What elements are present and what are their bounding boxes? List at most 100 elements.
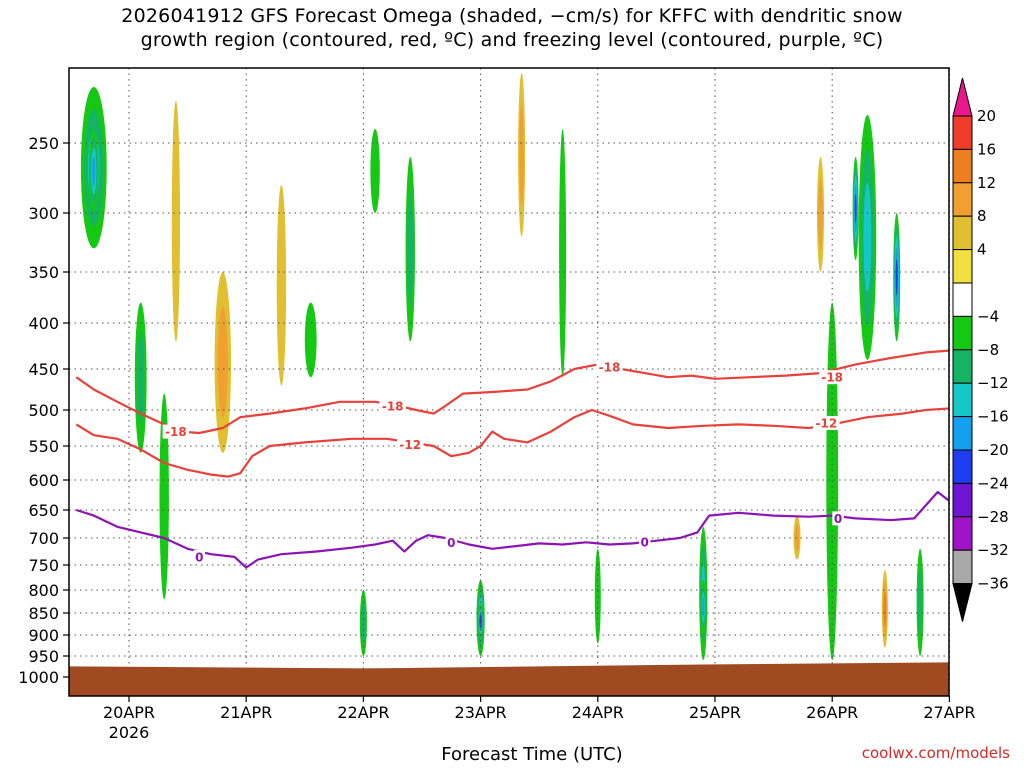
y-tick-label-500: 500 <box>28 401 59 420</box>
contour-label-bg-6 <box>193 549 206 564</box>
contour-labels: -18 -18 -18 -18 -12 -12 0 0 0 0 <box>162 360 846 564</box>
omega-feature-10-level-1 <box>407 192 414 306</box>
contour-dgz-minus18 <box>75 349 949 435</box>
colorbar-label-0: 20 <box>977 107 996 125</box>
contour-label-2: -18 <box>599 361 621 375</box>
colorbar-label-4: 4 <box>977 241 987 259</box>
contour-label-bg-2 <box>596 360 623 375</box>
omega-feature-4-level-0 <box>171 101 180 342</box>
y-tick-label-650: 650 <box>28 501 59 520</box>
x-tick-label-22APR: 22APR <box>337 703 389 722</box>
omega-feature-7-level-0 <box>304 302 317 378</box>
chart-title: 2026041912 GFS Forecast Omega (shaded, −… <box>0 4 1024 52</box>
colorbar-label-9: −20 <box>977 441 1009 459</box>
contour-label-0: -18 <box>165 425 187 439</box>
omega-feature-14-level-0 <box>559 129 567 378</box>
contour-label-9: 0 <box>834 512 842 526</box>
colorbar-label-2: 12 <box>977 174 996 192</box>
y-tick-label-800: 800 <box>28 581 59 600</box>
x-tick-label-24APR: 24APR <box>572 703 624 722</box>
omega-feature-9-level-1 <box>361 602 366 644</box>
contour-label-bg-4 <box>397 437 424 452</box>
colorbar: 20 16 12 8 4 −4 −8 −12 −16 −20 −24 −28 −32 −36 <box>952 77 1009 622</box>
colorbar-label-5: −4 <box>977 307 999 325</box>
site-credit: coolwx.com/models <box>861 744 1010 762</box>
plot-frame <box>68 67 950 697</box>
contour-label-bg-3 <box>818 370 846 385</box>
omega-feature-25-level-1 <box>917 569 923 636</box>
colorbar-band-11 <box>952 449 973 484</box>
colorbar-label-12: −32 <box>977 541 1009 559</box>
omega-feature-22-level-4 <box>854 193 857 224</box>
omega-feature-24-level-2 <box>883 591 887 626</box>
omega-feature-5-level-1 <box>217 306 228 418</box>
contour-label-bg-9 <box>832 511 844 526</box>
ground-surface <box>69 662 949 696</box>
omega-feature-1-level-3 <box>92 156 96 186</box>
colorbar-label-13: −36 <box>977 575 1009 593</box>
colorbar-band-2 <box>952 148 973 184</box>
y-tick-label-950: 950 <box>28 647 59 666</box>
colorbar-band-10 <box>952 416 973 451</box>
x-axis: 20APR 21APR 22APR 23APR 24APR 25APR 26APR 27APR… <box>103 696 975 742</box>
y-tick-label-250: 250 <box>28 134 59 153</box>
colorbar-band-14 <box>952 549 973 585</box>
colorbar-top-triangle <box>952 77 973 117</box>
colorbar-label-3: 8 <box>977 207 987 225</box>
colorbar-band-9 <box>952 382 973 418</box>
y-tick-label-400: 400 <box>28 314 59 333</box>
x-tick-label-21APR: 21APR <box>220 703 272 722</box>
y-tick-label-600: 600 <box>28 471 59 490</box>
x-tick-label-23APR: 23APR <box>455 703 507 722</box>
x-year-label: 2026 <box>109 723 150 742</box>
contour-lines <box>75 349 949 569</box>
contour-label-6: 0 <box>195 550 203 564</box>
y-tick-label-700: 700 <box>28 529 59 548</box>
colorbar-band-6 <box>952 282 973 317</box>
colorbar-label-6: −8 <box>977 341 999 359</box>
x-tick-label-26APR: 26APR <box>806 703 858 722</box>
omega-feature-17-level-3 <box>702 597 705 618</box>
y-tick-label-550: 550 <box>28 437 59 456</box>
colorbar-label-1: 16 <box>977 140 996 158</box>
contour-freezing-level <box>75 490 949 569</box>
colorbar-band-13 <box>952 516 973 551</box>
y-tick-label-850: 850 <box>28 604 59 623</box>
contour-label-3: -18 <box>821 371 843 385</box>
colorbar-band-5 <box>952 249 973 284</box>
contour-label-bg-5 <box>813 415 840 430</box>
y-tick-label-300: 300 <box>28 204 59 223</box>
colorbar-bottom-triangle <box>952 583 973 622</box>
contour-dgz-minus12 <box>75 407 949 478</box>
y-tick-label-900: 900 <box>28 626 59 645</box>
omega-feature-13-level-1 <box>519 104 524 206</box>
contour-label-bg-0 <box>162 424 190 439</box>
contour-label-bg-7 <box>445 535 458 550</box>
omega-feature-19-level-1 <box>818 179 823 250</box>
colorbar-label-11: −28 <box>977 508 1009 526</box>
colorbar-band-4 <box>952 215 973 251</box>
y-tick-label-450: 450 <box>28 360 59 379</box>
chart-title-line1: 2026041912 GFS Forecast Omega (shaded, −… <box>121 5 903 27</box>
chart-title-line2: growth region (contoured, red, ºC) and f… <box>140 29 884 51</box>
y-tick-label-350: 350 <box>28 263 59 282</box>
omega-feature-2-level-1 <box>137 331 145 424</box>
omega-feature-6-level-0 <box>276 185 287 386</box>
x-tick-label-20APR: 20APR <box>103 703 155 722</box>
colorbar-band-7 <box>952 315 973 351</box>
contour-label-4: -12 <box>399 438 421 452</box>
contour-label-1: -18 <box>382 399 404 413</box>
x-axis-title: Forecast Time (UTC) <box>441 744 623 765</box>
contour-label-7: 0 <box>447 536 455 550</box>
omega-feature-18-level-1 <box>794 524 800 552</box>
y-tick-label-1000: 1000 <box>18 668 59 687</box>
y-axis: 250 300 350 400 450 500 550 600 650 700 750 800 850 9… <box>18 134 69 687</box>
colorbar-label-7: −12 <box>977 374 1009 392</box>
colorbar-band-12 <box>952 482 973 518</box>
contour-label-bg-1 <box>379 398 406 413</box>
plot-area <box>69 68 949 696</box>
colorbar-band-3 <box>952 182 973 217</box>
omega-shading <box>80 73 924 661</box>
contour-label-5: -12 <box>815 416 837 430</box>
